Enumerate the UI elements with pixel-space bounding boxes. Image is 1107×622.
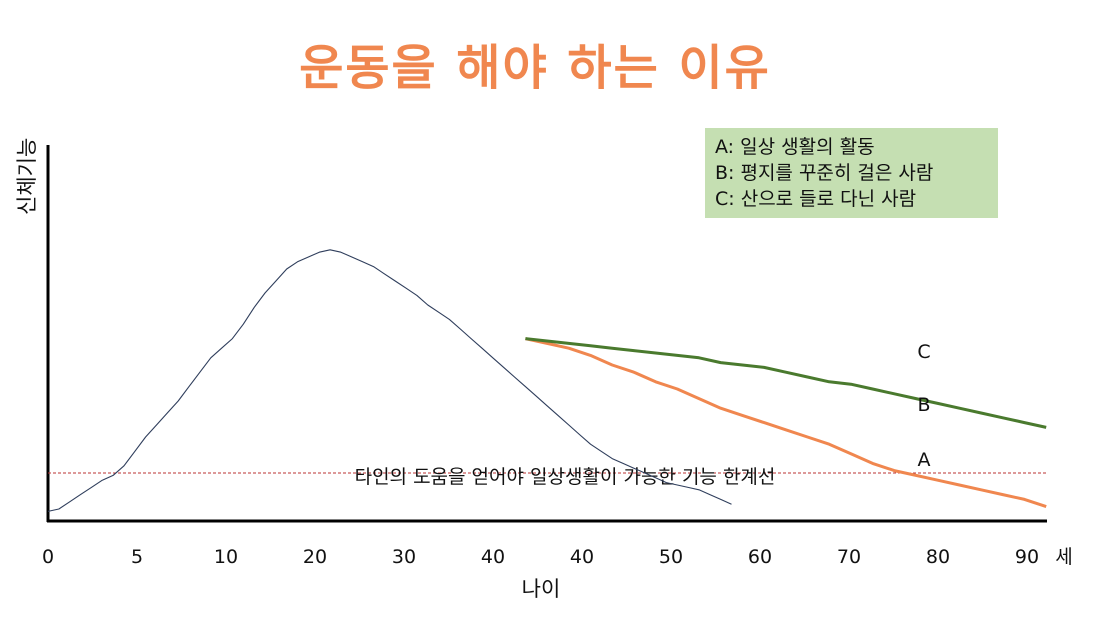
curve-label-c: C	[917, 341, 930, 363]
legend-item-a: A: 일상 생활의 활동	[715, 136, 875, 158]
curve-label-a: A	[918, 449, 931, 471]
x-tick-label: 40	[481, 546, 505, 568]
x-tick-label: 10	[214, 546, 238, 568]
series-line-b	[525, 337, 1047, 509]
legend-item-b: B: 평지를 꾸준히 걸은 사람	[715, 162, 934, 184]
curve-label-b: B	[917, 394, 930, 416]
series-line-a	[47, 249, 732, 512]
x-tick-label: 30	[392, 546, 416, 568]
x-tick-label: 70	[837, 546, 861, 568]
chart-title: 운동을 해야 하는 이유	[299, 40, 771, 96]
x-tick-label: 80	[926, 546, 950, 568]
x-unit-label: 세	[1055, 546, 1072, 568]
x-tick-label: 60	[748, 546, 772, 568]
x-tick-label: 40	[570, 546, 594, 568]
x-tick-label: 90	[1015, 546, 1039, 568]
x-tick-label: 0	[42, 546, 54, 568]
x-axis-label: 나이	[522, 577, 561, 601]
legend: A: 일상 생활의 활동 B: 평지를 꾸준히 걸은 사람 C: 산으로 들로 …	[705, 128, 998, 218]
series-line-c	[525, 337, 1047, 429]
x-tick-label: 50	[659, 546, 683, 568]
x-tick-label: 20	[303, 546, 327, 568]
x-tick-label: 5	[131, 546, 143, 568]
threshold-label: 타인의 도움을 얻어야 일상생활이 가능한 기능 한계선	[355, 466, 776, 488]
legend-item-c: C: 산으로 들로 다닌 사람	[715, 188, 917, 210]
